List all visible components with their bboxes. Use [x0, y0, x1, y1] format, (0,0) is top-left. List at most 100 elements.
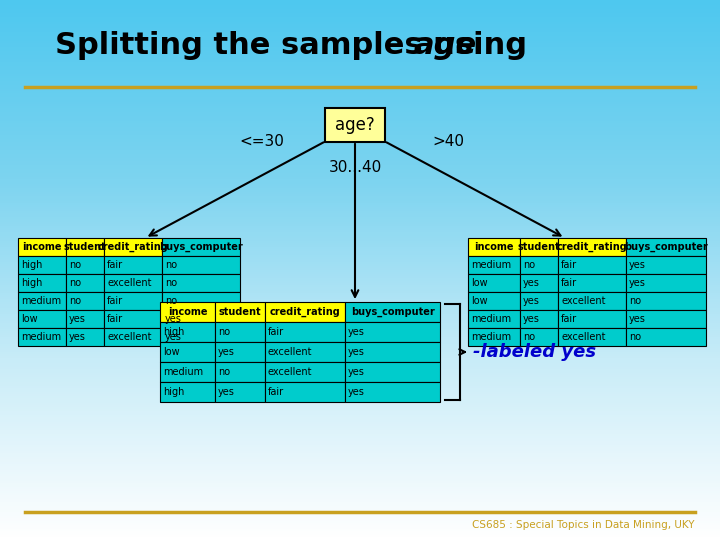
Text: fair: fair	[268, 327, 284, 337]
Text: no: no	[69, 278, 81, 288]
Text: low: low	[163, 347, 179, 357]
Text: <=30: <=30	[240, 134, 284, 150]
Bar	[162, 238, 240, 256]
Bar	[468, 274, 520, 292]
Bar	[520, 310, 558, 328]
Text: no: no	[218, 367, 230, 377]
Text: no: no	[523, 260, 535, 270]
Text: fair: fair	[107, 314, 123, 324]
Bar	[345, 342, 440, 362]
Text: yes: yes	[629, 260, 646, 270]
Text: fair: fair	[561, 278, 577, 288]
Text: buys_computer: buys_computer	[159, 242, 243, 252]
Text: yes: yes	[165, 332, 182, 342]
Bar	[162, 256, 240, 274]
Text: yes: yes	[629, 314, 646, 324]
Bar	[626, 328, 706, 346]
Text: yes: yes	[218, 347, 235, 357]
Bar	[558, 310, 626, 328]
Text: no: no	[165, 296, 177, 306]
Text: excellent: excellent	[268, 347, 312, 357]
Text: buys_computer: buys_computer	[624, 242, 708, 252]
Text: age: age	[413, 30, 476, 59]
Bar	[104, 310, 162, 328]
Text: yes: yes	[69, 332, 86, 342]
Text: excellent: excellent	[268, 367, 312, 377]
Bar	[468, 328, 520, 346]
Text: student: student	[219, 307, 261, 317]
Text: >40: >40	[432, 134, 464, 150]
Text: yes: yes	[523, 278, 540, 288]
Text: yes: yes	[348, 347, 365, 357]
Bar	[66, 292, 104, 310]
Bar	[468, 256, 520, 274]
Text: medium: medium	[21, 296, 61, 306]
Text: no: no	[629, 332, 641, 342]
Bar	[265, 362, 345, 382]
Text: excellent: excellent	[107, 278, 151, 288]
Text: yes: yes	[165, 314, 182, 324]
Bar	[160, 342, 215, 362]
Text: CS685 : Special Topics in Data Mining, UKY: CS685 : Special Topics in Data Mining, U…	[472, 520, 695, 530]
Text: 30...40: 30...40	[328, 159, 382, 174]
Text: credit_rating: credit_rating	[557, 242, 627, 252]
Bar	[520, 328, 558, 346]
Bar	[468, 238, 520, 256]
Bar	[345, 362, 440, 382]
Text: no: no	[165, 278, 177, 288]
Text: medium: medium	[471, 332, 511, 342]
Text: fair: fair	[268, 387, 284, 397]
Bar	[18, 328, 66, 346]
Bar	[265, 322, 345, 342]
Text: medium: medium	[471, 314, 511, 324]
Bar	[160, 322, 215, 342]
Bar	[626, 292, 706, 310]
Bar	[18, 310, 66, 328]
Bar	[558, 274, 626, 292]
Bar	[520, 292, 558, 310]
Bar	[66, 256, 104, 274]
Bar	[104, 256, 162, 274]
Bar	[558, 256, 626, 274]
Text: fair: fair	[561, 314, 577, 324]
Bar	[18, 292, 66, 310]
Text: yes: yes	[348, 367, 365, 377]
Text: low: low	[471, 296, 487, 306]
Text: credit_rating: credit_rating	[269, 307, 341, 317]
Bar	[160, 362, 215, 382]
Text: yes: yes	[629, 278, 646, 288]
Bar	[160, 382, 215, 402]
Text: income: income	[168, 307, 207, 317]
Bar	[558, 292, 626, 310]
Bar	[215, 382, 265, 402]
Text: fair: fair	[561, 260, 577, 270]
Bar	[345, 302, 440, 322]
Text: yes: yes	[218, 387, 235, 397]
Bar	[18, 256, 66, 274]
Bar	[162, 310, 240, 328]
Bar	[66, 310, 104, 328]
FancyBboxPatch shape	[325, 108, 385, 142]
Bar	[162, 292, 240, 310]
Bar	[104, 274, 162, 292]
Bar	[558, 328, 626, 346]
Text: low: low	[21, 314, 37, 324]
Text: low: low	[471, 278, 487, 288]
Text: no: no	[629, 296, 641, 306]
Text: high: high	[21, 260, 42, 270]
Bar	[520, 238, 558, 256]
Bar	[160, 302, 215, 322]
Text: no: no	[69, 260, 81, 270]
Bar	[215, 342, 265, 362]
Bar	[520, 256, 558, 274]
Bar	[626, 310, 706, 328]
Bar	[558, 238, 626, 256]
Text: no: no	[165, 260, 177, 270]
Text: excellent: excellent	[107, 332, 151, 342]
Bar	[104, 328, 162, 346]
Text: buys_computer: buys_computer	[351, 307, 434, 317]
Text: medium: medium	[21, 332, 61, 342]
Bar	[345, 322, 440, 342]
Bar	[104, 238, 162, 256]
Bar	[162, 328, 240, 346]
